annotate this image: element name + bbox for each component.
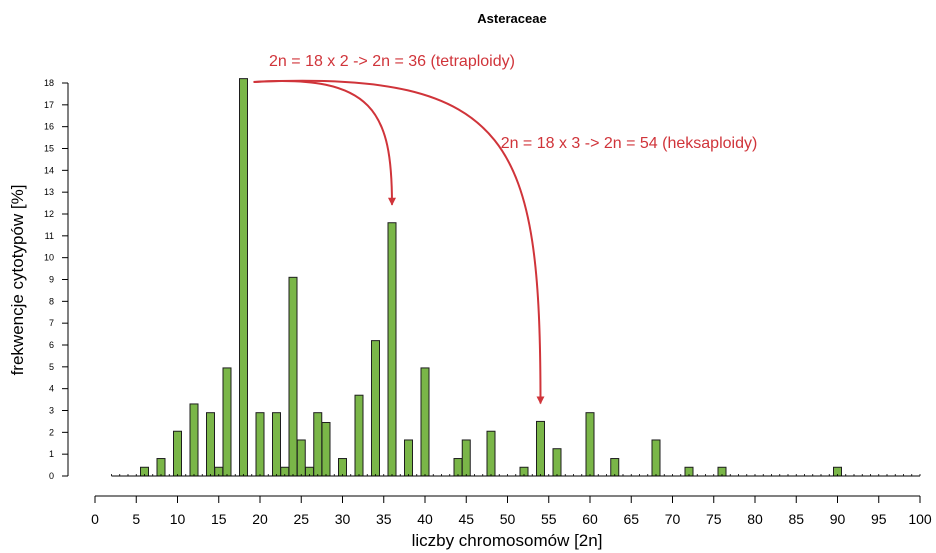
y-tick-label: 10 bbox=[44, 253, 54, 263]
x-axis: 0 5 10 15 20 25 30 35 40 45 50 55 60 65 70 75 80 85 90 95 10… bbox=[91, 495, 932, 527]
bar-22 bbox=[272, 412, 281, 477]
bar-32 bbox=[354, 394, 364, 477]
bar-8 bbox=[156, 458, 166, 477]
x-tick-label: 10 bbox=[170, 511, 186, 527]
y-tick-label: 8 bbox=[49, 296, 54, 306]
bar-60 bbox=[585, 412, 595, 477]
x-tick-label: 25 bbox=[293, 511, 309, 527]
annotation-tetraploidy: 2n = 18 x 2 -> 2n = 36 (tetraploidy) bbox=[269, 53, 515, 70]
chart-title: Asteraceae bbox=[477, 11, 546, 26]
bars bbox=[140, 78, 842, 477]
bar-40 bbox=[420, 367, 430, 477]
y-tick-label: 7 bbox=[49, 318, 54, 328]
bar-68 bbox=[651, 439, 661, 477]
x-tick-label: 45 bbox=[458, 511, 474, 527]
x-tick-label: 35 bbox=[376, 511, 392, 527]
y-tick-label: 16 bbox=[44, 122, 54, 132]
bar-36 bbox=[387, 222, 397, 477]
y-tick-label: 12 bbox=[44, 209, 54, 219]
x-tick-label: 85 bbox=[788, 511, 804, 527]
y-tick-label: 4 bbox=[49, 384, 54, 394]
annotation-arrow-tetraploidy bbox=[253, 80, 396, 206]
bar-24 bbox=[288, 276, 298, 477]
x-tick-label: 15 bbox=[211, 511, 227, 527]
x-tick-label: 100 bbox=[908, 511, 932, 527]
y-tick-label: 11 bbox=[45, 231, 54, 241]
bar-34 bbox=[371, 340, 380, 477]
x-tick-label: 95 bbox=[871, 511, 887, 527]
x-tick-label: 50 bbox=[500, 511, 516, 527]
bar-38 bbox=[404, 439, 413, 477]
bar-28 bbox=[321, 422, 331, 477]
x-tick-label: 55 bbox=[541, 511, 557, 527]
bar-63 bbox=[610, 458, 620, 477]
baseline bbox=[111, 474, 921, 477]
y-axis-label: frekwencje cytotypów [%] bbox=[8, 185, 27, 376]
annotation-heksaploidy: 2n = 18 x 3 -> 2n = 54 (heksaploidy) bbox=[501, 135, 758, 152]
y-tick-label: 14 bbox=[44, 165, 54, 175]
x-tick-label: 60 bbox=[582, 511, 598, 527]
bar-12 bbox=[189, 403, 199, 477]
y-tick-label: 17 bbox=[44, 100, 54, 110]
y-tick-label: 1 bbox=[49, 449, 54, 459]
y-tick-label: 3 bbox=[49, 406, 54, 416]
x-tick-label: 65 bbox=[623, 511, 639, 527]
x-axis-label: liczby chromosomów [2n] bbox=[412, 531, 603, 550]
x-tick-label: 0 bbox=[91, 511, 99, 527]
bar-18 bbox=[239, 78, 248, 477]
annotation-arrow-heksaploidy bbox=[253, 79, 545, 405]
x-tick-label: 40 bbox=[417, 511, 433, 527]
x-tick-label: 20 bbox=[252, 511, 268, 527]
y-tick-label: 5 bbox=[49, 362, 54, 372]
x-tick-label: 30 bbox=[335, 511, 351, 527]
y-tick-label: 15 bbox=[44, 144, 54, 154]
y-tick-label: 0 bbox=[49, 471, 54, 481]
bar-30 bbox=[338, 458, 347, 477]
bar-16 bbox=[222, 367, 232, 477]
bar-54 bbox=[536, 420, 545, 477]
bar-27 bbox=[313, 412, 323, 477]
bar-45 bbox=[461, 439, 471, 477]
x-tick-label: 90 bbox=[830, 511, 846, 527]
bar-44 bbox=[453, 458, 463, 477]
bar-25 bbox=[296, 439, 306, 477]
x-tick-label: 5 bbox=[132, 511, 140, 527]
bar-48 bbox=[486, 430, 496, 477]
bar-56 bbox=[552, 448, 562, 477]
y-tick-label: 9 bbox=[49, 275, 54, 285]
y-tick-label: 6 bbox=[49, 340, 54, 350]
x-tick-label: 80 bbox=[747, 511, 763, 527]
x-tick-label: 75 bbox=[706, 511, 722, 527]
y-tick-label: 2 bbox=[49, 427, 54, 437]
y-tick-label: 13 bbox=[44, 187, 54, 197]
y-tick-label: 18 bbox=[44, 78, 54, 88]
bar-14 bbox=[206, 412, 215, 477]
x-tick-label: 70 bbox=[665, 511, 681, 527]
bar-20 bbox=[255, 412, 265, 477]
bar-10 bbox=[173, 430, 182, 477]
